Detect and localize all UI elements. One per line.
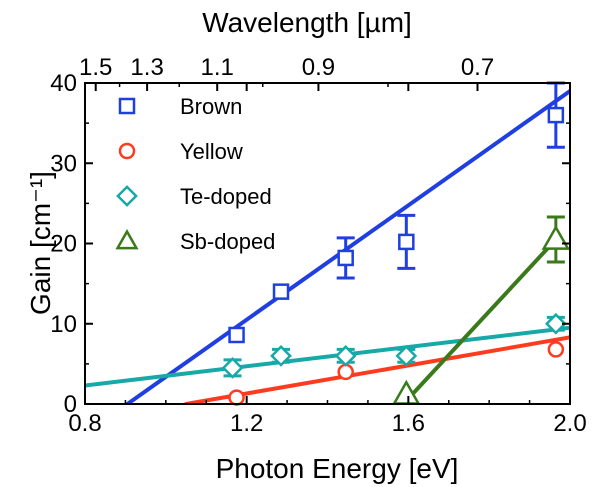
legend-marker-sb-doped [115, 229, 139, 250]
y-tick-label: 40 [50, 70, 77, 97]
data-point-brown [272, 283, 290, 300]
y-tick-label: 20 [50, 231, 77, 258]
data-point-te-doped [221, 357, 244, 379]
fit-line-sb-doped [404, 237, 558, 403]
data-point-brown [547, 106, 565, 124]
data-point-yellow [547, 341, 565, 358]
x-tick-label: 1.2 [230, 410, 263, 437]
data-point-yellow [337, 363, 354, 381]
top-tick-label: 1.5 [79, 54, 112, 81]
legend-label-yellow: Yellow [180, 139, 243, 164]
legend-marker-te-doped [116, 185, 138, 207]
top-axis-label: Wavelength [µm] [202, 7, 412, 38]
x-tick-label: 2.0 [553, 410, 586, 437]
x-axis-label: Photon Energy [eV] [216, 453, 459, 484]
legend-label-sb-doped: Sb-doped [180, 229, 275, 254]
data-point-brown [228, 326, 245, 344]
legend-marker-brown [118, 97, 136, 115]
data-point-te-doped [544, 312, 567, 335]
data-point-te-doped [334, 344, 357, 367]
top-tick-label: 0.9 [302, 54, 335, 81]
legend-label-brown: Brown [180, 94, 242, 119]
data-point-brown [398, 233, 415, 251]
fit-line-brown [125, 89, 570, 404]
x-tick-label: 0.8 [68, 410, 101, 437]
y-axis-label: Gain [cm⁻¹] [25, 171, 56, 315]
data-point-sb-doped [541, 224, 571, 250]
top-tick-label: 0.7 [461, 54, 494, 81]
fit-line-te-doped [85, 325, 570, 388]
data-point-brown [337, 249, 354, 267]
data-point-te-doped [395, 344, 418, 367]
top-tick-label: 1.1 [201, 54, 234, 81]
fit-line-yellow [184, 335, 570, 404]
data-point-yellow [228, 389, 245, 406]
y-tick-label: 10 [50, 311, 77, 338]
data-point-te-doped [270, 344, 292, 367]
legend-label-te-doped: Te-doped [180, 184, 272, 209]
y-tick-label: 30 [50, 150, 77, 177]
y-tick-label: 0 [64, 391, 77, 418]
top-tick-label: 1.3 [130, 54, 163, 81]
legend-marker-yellow [118, 142, 136, 160]
x-tick-label: 1.6 [392, 410, 425, 437]
